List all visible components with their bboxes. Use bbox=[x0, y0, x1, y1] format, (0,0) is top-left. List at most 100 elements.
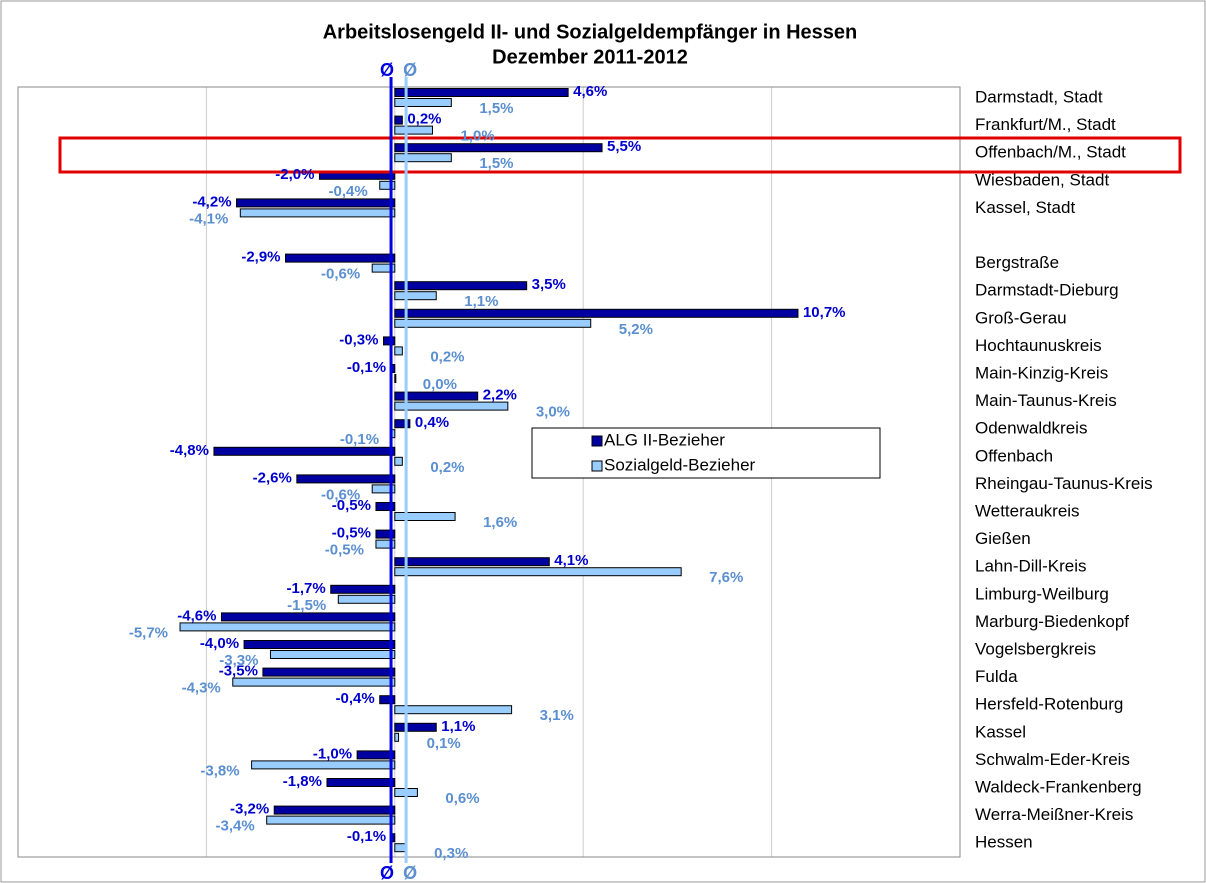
value-label: -1,7% bbox=[287, 580, 326, 597]
bar bbox=[394, 125, 433, 135]
category-label: Darmstadt, Stadt bbox=[975, 87, 1103, 106]
bar bbox=[394, 567, 682, 577]
category-label: Offenbach bbox=[975, 446, 1053, 465]
category-label: Lahn-Dill-Kreis bbox=[975, 557, 1086, 576]
value-label: 0,1% bbox=[427, 735, 461, 752]
bar bbox=[213, 446, 396, 456]
bar bbox=[266, 815, 396, 825]
value-label: -1,0% bbox=[313, 745, 352, 762]
value-label: -5,7% bbox=[129, 624, 168, 641]
value-label: 3,0% bbox=[536, 404, 570, 421]
value-label: -1,5% bbox=[287, 597, 326, 614]
value-label: 0,2% bbox=[430, 459, 464, 476]
bar bbox=[239, 208, 396, 218]
bar bbox=[285, 253, 396, 263]
category-label: Rheingau-Taunus-Kreis bbox=[975, 474, 1153, 493]
category-label: Gießen bbox=[975, 529, 1031, 548]
value-label: -4,0% bbox=[200, 635, 239, 652]
legend-box bbox=[531, 427, 881, 479]
value-label: 7,6% bbox=[709, 569, 743, 586]
value-label: -3,2% bbox=[230, 801, 269, 818]
legend-swatch bbox=[591, 435, 603, 447]
bar bbox=[394, 722, 437, 732]
category-label: Limburg-Weilburg bbox=[975, 584, 1109, 603]
value-label: 0,3% bbox=[434, 845, 468, 862]
value-label: 2,2% bbox=[483, 387, 517, 404]
category-label: Main-Kinzig-Kreis bbox=[975, 363, 1108, 382]
value-label: 1,1% bbox=[464, 293, 498, 310]
bar bbox=[394, 115, 403, 125]
bar bbox=[394, 732, 400, 742]
value-label: -0,5% bbox=[332, 525, 371, 542]
value-label: 10,7% bbox=[803, 304, 846, 321]
value-label: -2,6% bbox=[253, 469, 292, 486]
value-label: -0,6% bbox=[321, 486, 360, 503]
value-label: 1,6% bbox=[483, 514, 517, 531]
bar bbox=[394, 512, 456, 521]
value-label: 5,5% bbox=[607, 138, 641, 155]
bar bbox=[394, 318, 592, 328]
bar bbox=[179, 622, 396, 632]
bar bbox=[379, 695, 396, 705]
bar bbox=[273, 805, 396, 815]
legend-label: ALG II-Bezieher bbox=[604, 430, 725, 449]
bar bbox=[236, 198, 396, 208]
value-label: -0,1% bbox=[340, 431, 379, 448]
value-label: 3,1% bbox=[540, 707, 574, 724]
bar bbox=[232, 677, 396, 687]
bar bbox=[382, 336, 396, 346]
value-label: -0,4% bbox=[329, 183, 368, 200]
category-label: Odenwaldkreis bbox=[975, 419, 1087, 438]
value-label: -2,0% bbox=[275, 166, 314, 183]
bar bbox=[296, 474, 396, 484]
category-label: Frankfurt/M., Stadt bbox=[975, 115, 1116, 134]
bar bbox=[394, 456, 403, 466]
bar bbox=[394, 98, 452, 107]
value-label: 0,4% bbox=[415, 414, 449, 431]
value-label: 1,5% bbox=[479, 100, 513, 117]
bar bbox=[371, 484, 396, 494]
category-label: Hochtaunuskreis bbox=[975, 336, 1102, 355]
average-symbol: Ø bbox=[403, 863, 417, 883]
value-label: 3,5% bbox=[532, 276, 566, 293]
bar bbox=[326, 778, 396, 787]
category-label: Hessen bbox=[975, 833, 1033, 852]
value-label: -0,5% bbox=[325, 542, 364, 559]
bar bbox=[394, 346, 403, 356]
legend-swatch bbox=[591, 460, 603, 472]
bar bbox=[269, 650, 396, 659]
category-label: Waldeck-Frankenberg bbox=[975, 777, 1142, 796]
value-label: 5,2% bbox=[619, 321, 653, 338]
bar bbox=[394, 557, 550, 567]
bar bbox=[394, 401, 509, 411]
bar bbox=[251, 760, 396, 770]
value-label: 0,6% bbox=[445, 790, 479, 807]
bar bbox=[243, 640, 396, 649]
bar bbox=[394, 705, 513, 715]
category-label: Offenbach/M., Stadt bbox=[975, 143, 1126, 162]
bar bbox=[394, 291, 437, 301]
value-label: -3,5% bbox=[219, 663, 258, 680]
bar bbox=[394, 143, 603, 153]
value-label: 4,1% bbox=[554, 552, 588, 569]
chart-title: Arbeitslosengeld II- und Sozialgeldempfä… bbox=[323, 21, 858, 43]
value-label: 0,0% bbox=[423, 376, 457, 393]
bar bbox=[394, 419, 411, 429]
bar bbox=[262, 667, 396, 677]
legend-label: Sozialgeld-Bezieher bbox=[604, 455, 756, 474]
category-label: Hersfeld-Rotenburg bbox=[975, 695, 1123, 714]
average-symbol: Ø bbox=[380, 60, 394, 80]
category-label: Main-Taunus-Kreis bbox=[975, 391, 1117, 410]
value-label: -4,6% bbox=[177, 607, 216, 624]
value-label: -2,9% bbox=[241, 249, 280, 266]
value-label: -4,1% bbox=[189, 210, 228, 227]
average-symbol: Ø bbox=[403, 60, 417, 80]
value-label: -0,3% bbox=[339, 331, 378, 348]
category-label: Werra-Meißner-Kreis bbox=[975, 805, 1133, 824]
bar bbox=[394, 843, 407, 853]
value-label: -0,6% bbox=[321, 266, 360, 283]
bar bbox=[371, 263, 396, 273]
bar bbox=[394, 153, 452, 163]
category-label: Wiesbaden, Stadt bbox=[975, 170, 1109, 189]
